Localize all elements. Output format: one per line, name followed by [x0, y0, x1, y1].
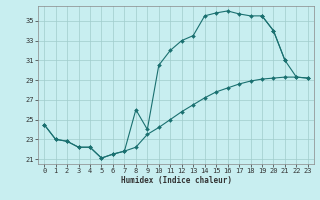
- X-axis label: Humidex (Indice chaleur): Humidex (Indice chaleur): [121, 176, 231, 185]
